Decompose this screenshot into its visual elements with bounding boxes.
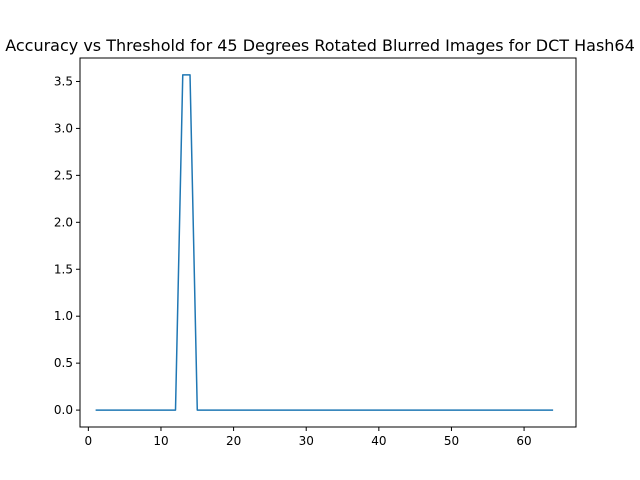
y-tick-label: 1.0	[54, 309, 73, 323]
series-line-1	[95, 74, 554, 411]
x-tick-label: 30	[299, 434, 314, 448]
y-tick-label: 1.5	[54, 262, 73, 276]
y-tick-label: 3.0	[54, 121, 73, 135]
x-tick-label: 10	[153, 434, 168, 448]
y-tick-label: 0.5	[54, 356, 73, 370]
axes-frame	[79, 57, 577, 428]
y-tick-label: 2.5	[54, 168, 73, 182]
x-tick-label: 60	[516, 434, 531, 448]
x-tick-label: 0	[85, 434, 93, 448]
x-tick-label: 40	[371, 434, 386, 448]
y-axis: 0.0 0.5 1.0 1.5 2.0 2.5 3.0 3.5	[54, 74, 80, 417]
chart-title: Accuracy vs Threshold for 45 Degrees Rot…	[5, 36, 635, 55]
y-tick-label: 3.5	[54, 74, 73, 88]
x-axis: 0 10 20 30 40 50 60	[85, 427, 532, 448]
y-tick-label: 0.0	[54, 403, 73, 417]
x-tick-label: 20	[226, 434, 241, 448]
y-tick-label: 2.0	[54, 215, 73, 229]
plot-area	[95, 74, 554, 411]
x-tick-label: 50	[444, 434, 459, 448]
